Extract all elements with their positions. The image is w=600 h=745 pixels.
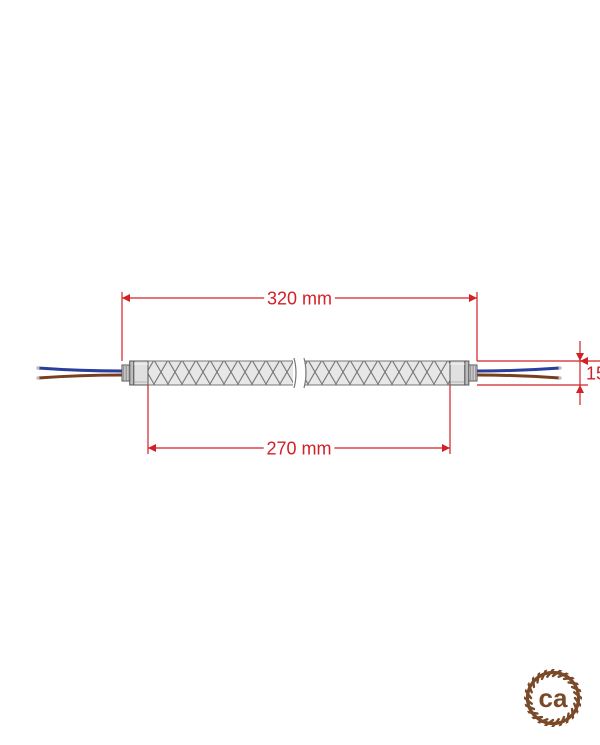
diagram-stage: 320 mm 270 mm 15 ca xyxy=(0,0,600,745)
svg-text:320 mm: 320 mm xyxy=(267,288,332,308)
dimension-diagram: 320 mm 270 mm 15 xyxy=(0,0,600,745)
logo-text: ca xyxy=(539,683,568,713)
brand-logo: ca xyxy=(524,669,582,727)
svg-text:270 mm: 270 mm xyxy=(266,438,331,458)
svg-text:15: 15 xyxy=(586,363,600,383)
